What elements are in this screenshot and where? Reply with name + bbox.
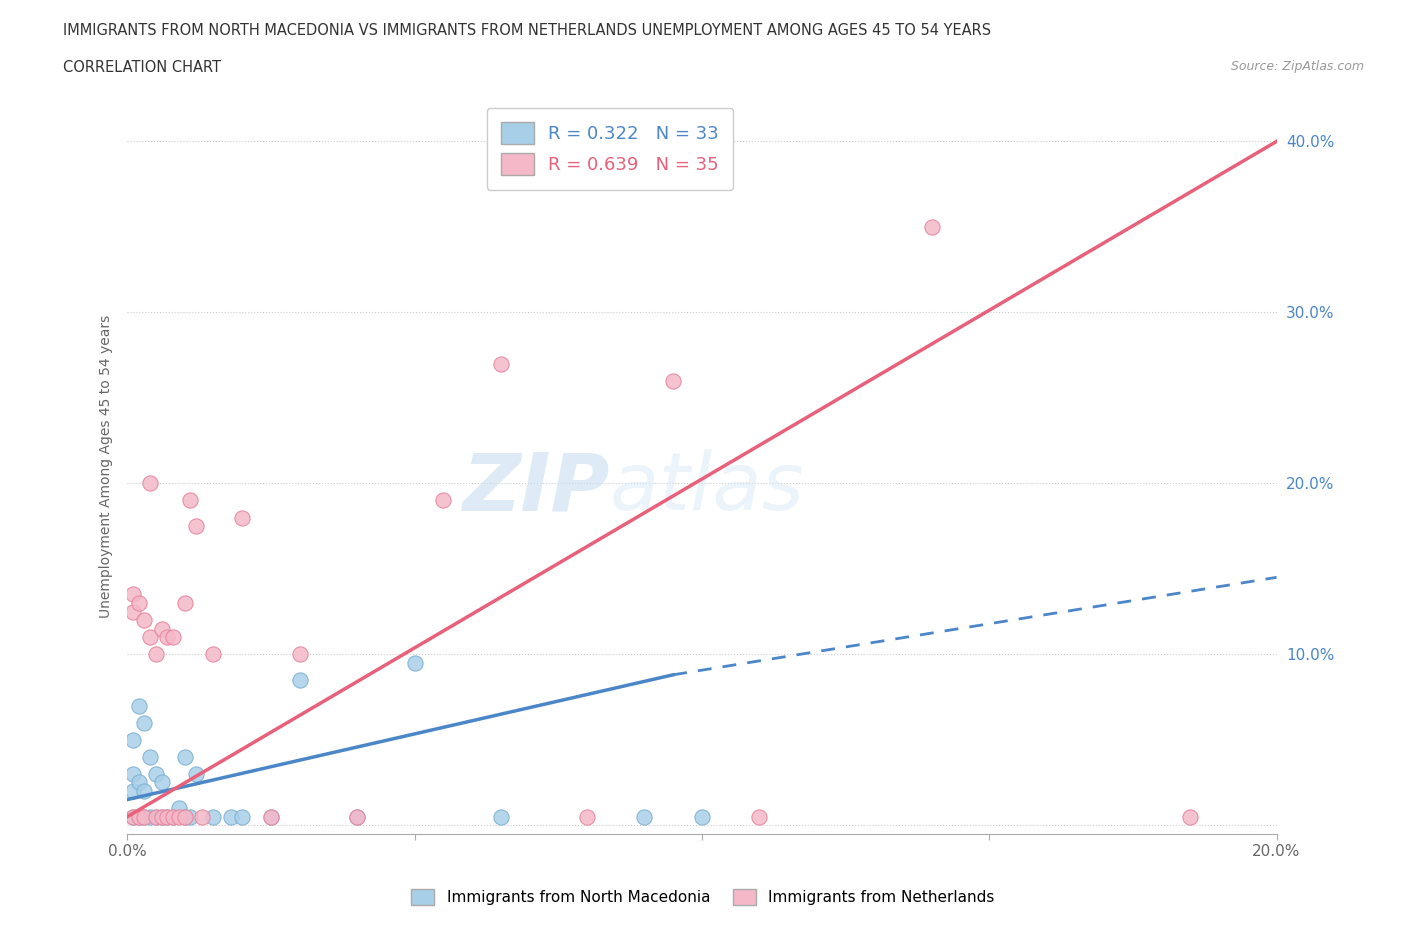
Point <box>260 809 283 824</box>
Point <box>122 766 145 781</box>
Point <box>145 647 167 662</box>
Point <box>260 809 283 824</box>
Point <box>748 809 770 824</box>
Point <box>346 809 368 824</box>
Point <box>145 766 167 781</box>
Point <box>128 775 150 790</box>
Point <box>202 809 225 824</box>
Text: Source: ZipAtlas.com: Source: ZipAtlas.com <box>1230 60 1364 73</box>
Point <box>139 809 162 824</box>
Point <box>167 801 190 816</box>
Point <box>122 809 145 824</box>
Point <box>432 493 454 508</box>
Point <box>162 630 184 644</box>
Point <box>162 809 184 824</box>
Point <box>173 809 195 824</box>
Point <box>122 604 145 619</box>
Point <box>145 809 167 824</box>
Point <box>162 809 184 824</box>
Point <box>173 750 195 764</box>
Point <box>231 510 253 525</box>
Point <box>288 647 311 662</box>
Point <box>404 656 426 671</box>
Point <box>186 519 208 534</box>
Point <box>122 809 145 824</box>
Point <box>145 809 167 824</box>
Point <box>156 630 179 644</box>
Point <box>134 613 156 628</box>
Point <box>288 672 311 687</box>
Point <box>179 493 201 508</box>
Point <box>128 809 150 824</box>
Point <box>139 476 162 491</box>
Point <box>128 809 150 824</box>
Point <box>150 621 173 636</box>
Point <box>186 766 208 781</box>
Point <box>156 809 179 824</box>
Point <box>575 809 598 824</box>
Point <box>134 809 156 824</box>
Text: atlas: atlas <box>610 449 804 527</box>
Point <box>489 809 512 824</box>
Point <box>690 809 713 824</box>
Point <box>122 732 145 747</box>
Point <box>150 809 173 824</box>
Point <box>231 809 253 824</box>
Point <box>346 809 368 824</box>
Point <box>139 750 162 764</box>
Text: IMMIGRANTS FROM NORTH MACEDONIA VS IMMIGRANTS FROM NETHERLANDS UNEMPLOYMENT AMON: IMMIGRANTS FROM NORTH MACEDONIA VS IMMIG… <box>63 23 991 38</box>
Legend: R = 0.322   N = 33, R = 0.639   N = 35: R = 0.322 N = 33, R = 0.639 N = 35 <box>486 108 734 190</box>
Text: CORRELATION CHART: CORRELATION CHART <box>63 60 221 75</box>
Point <box>179 809 201 824</box>
Point <box>173 595 195 610</box>
Point <box>122 587 145 602</box>
Point <box>167 809 190 824</box>
Legend: Immigrants from North Macedonia, Immigrants from Netherlands: Immigrants from North Macedonia, Immigra… <box>404 882 1002 913</box>
Point <box>139 630 162 644</box>
Point <box>191 809 214 824</box>
Point <box>1180 809 1202 824</box>
Point <box>489 356 512 371</box>
Point <box>134 715 156 730</box>
Point <box>662 373 685 388</box>
Point <box>128 595 150 610</box>
Point <box>128 698 150 713</box>
Point <box>122 784 145 799</box>
Point <box>202 647 225 662</box>
Point <box>921 219 943 234</box>
Point <box>633 809 655 824</box>
Y-axis label: Unemployment Among Ages 45 to 54 years: Unemployment Among Ages 45 to 54 years <box>100 314 114 618</box>
Text: ZIP: ZIP <box>463 449 610 527</box>
Point <box>173 809 195 824</box>
Point <box>134 784 156 799</box>
Point <box>150 809 173 824</box>
Point <box>134 809 156 824</box>
Point <box>150 775 173 790</box>
Point <box>219 809 242 824</box>
Point <box>156 809 179 824</box>
